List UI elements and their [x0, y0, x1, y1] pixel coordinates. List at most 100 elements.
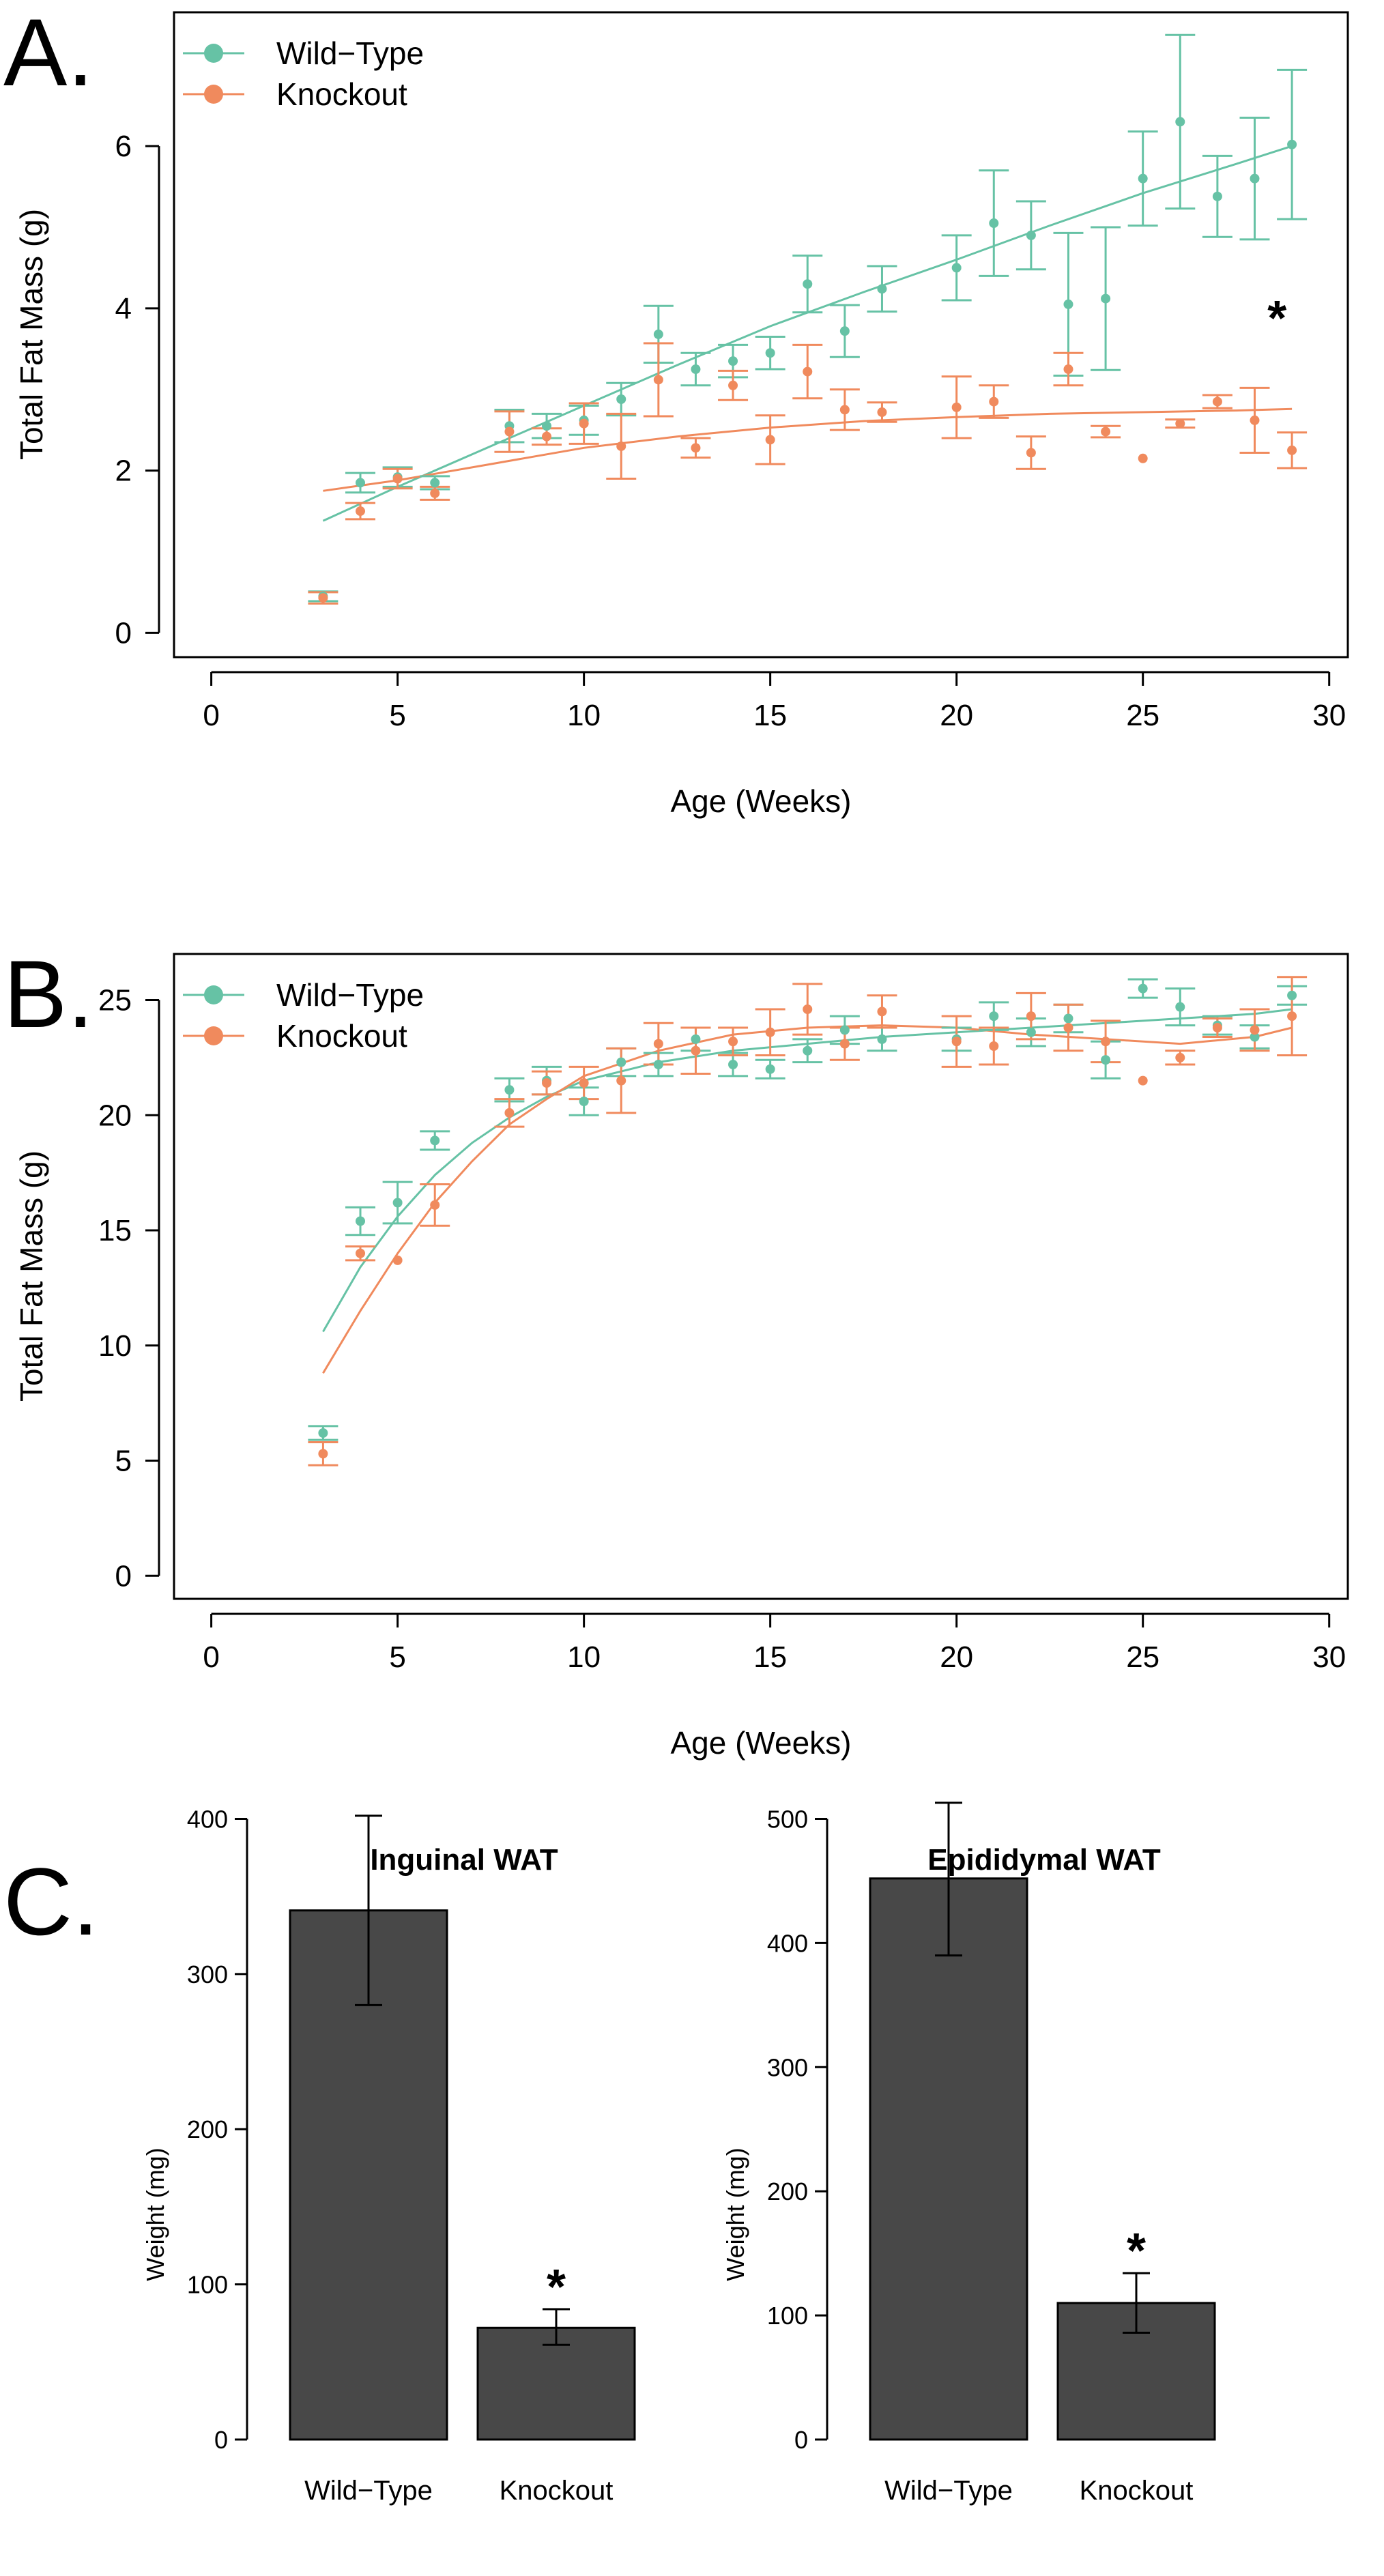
chart-c2-bars: Wild−Type Knockout * [869, 1801, 1216, 2506]
chart-a-point-knockout [504, 426, 515, 437]
chart-b-x-tick-label: 15 [753, 1640, 787, 1674]
chart-a-plot-frame [173, 11, 1349, 659]
chart-c1-y-tick-label: 400 [187, 1805, 228, 1833]
chart-a-point-knockout [430, 488, 440, 498]
chart-a-point-knockout [392, 474, 403, 484]
panel-c-letter: C. [3, 1848, 99, 1955]
chart-b-point-wild-type [1138, 983, 1148, 994]
chart-b-legend: Wild−Type Knockout [183, 977, 424, 1054]
chart-a-point-knockout [1212, 396, 1222, 407]
chart-b-point-wild-type [1250, 1032, 1260, 1042]
chart-b-point-wild-type [1101, 1055, 1111, 1065]
chart-b-point-knockout [392, 1255, 403, 1265]
chart-a-point-wild-type [728, 356, 738, 366]
chart-b-point-wild-type [765, 1064, 775, 1074]
chart-b-legend-marker-wild-type [204, 985, 223, 1004]
chart-b-point-wild-type [1287, 990, 1297, 1000]
chart-b-point-wild-type [728, 1060, 738, 1069]
chart-b-ylabel: Total Fat Mass (g) [14, 1150, 49, 1402]
chart-c1-y-tick-label: 100 [187, 2271, 228, 2299]
chart-c2-y-tick-label: 400 [767, 1929, 808, 1957]
chart-b-point-knockout [1063, 1023, 1073, 1032]
chart-b-legend-label-knockout: Knockout [276, 1018, 407, 1054]
chart-c2-error-bar-wild-type [935, 1801, 962, 1957]
chart-b-point-wild-type [504, 1085, 515, 1095]
chart-b-y-tick-label: 15 [98, 1214, 132, 1247]
chart-b-point-wild-type [989, 1011, 999, 1022]
chart-b-point-knockout [728, 1037, 738, 1047]
chart-b-point-knockout [579, 1078, 589, 1088]
chart-a-point-knockout [542, 431, 552, 442]
chart-a-point-knockout [653, 375, 663, 385]
chart-a-point-knockout [989, 396, 999, 407]
chart-b-point-knockout [504, 1108, 515, 1118]
chart-b-y-tick-label: 10 [98, 1329, 132, 1363]
chart-c2-bar-wild-type [869, 1877, 1028, 2441]
chart-a-point-wild-type [542, 421, 552, 431]
chart-c2-title: Epididymal WAT [927, 1843, 1161, 1877]
chart-b-point-knockout [951, 1037, 962, 1047]
chart-b-point-wild-type [1026, 1027, 1036, 1037]
chart-a-point-wild-type [1063, 299, 1073, 309]
chart-c2-category-label-wild-type: Wild−Type [884, 2476, 1013, 2506]
chart-a-legend-marker-wild-type [204, 44, 223, 63]
chart-b-point-knockout [1101, 1037, 1111, 1047]
chart-b-plot-frame [173, 953, 1349, 1600]
chart-c2-y-tick-label: 500 [767, 1805, 808, 1833]
chart-c1-y-tick-label: 0 [214, 2426, 228, 2454]
chart-a-points [318, 117, 1297, 603]
chart-b-point-wild-type [616, 1057, 626, 1067]
chart-c2-ylabel: Weight (mg) [721, 2147, 749, 2281]
chart-a-point-knockout [1175, 418, 1185, 429]
chart-b-point-knockout [356, 1248, 366, 1258]
chart-a-point-wild-type [1026, 230, 1036, 240]
chart-b-point-knockout [542, 1078, 552, 1088]
chart-a-xlabel: Age (Weeks) [670, 783, 851, 819]
chart-a-point-wild-type [989, 218, 999, 229]
chart-b-y-tick-label: 0 [115, 1559, 132, 1593]
chart-a-point-wild-type [839, 326, 850, 336]
chart-a-point-wild-type [1287, 139, 1297, 149]
chart-c1-significance-star: * [547, 2260, 566, 2315]
chart-a-point-wild-type [1250, 173, 1260, 184]
chart-a-point-knockout [691, 443, 701, 453]
chart-b-point-knockout [989, 1041, 999, 1051]
chart-a-point-knockout [765, 435, 775, 445]
chart-c-inguinal-wat-bars: Inguinal WAT Weight (mg) 0 100 200 300 400 W… [141, 1805, 636, 2506]
chart-b-x-tick-label: 25 [1126, 1640, 1159, 1674]
chart-c2-significance-star: * [1127, 2224, 1146, 2278]
chart-b-xlabel: Age (Weeks) [670, 1725, 851, 1761]
chart-b-x-tick-label: 10 [567, 1640, 601, 1674]
chart-c1-bar-knockout [476, 2326, 636, 2441]
chart-a-y-tick-label: 2 [115, 454, 132, 488]
chart-a-point-wild-type [951, 263, 962, 273]
chart-a-point-wild-type [877, 284, 887, 294]
chart-a-legend: Wild−Type Knockout [183, 35, 424, 112]
chart-a-x-tick-label: 0 [203, 699, 219, 732]
chart-a-point-knockout [1250, 415, 1260, 425]
chart-a-x-tick-label: 30 [1312, 699, 1346, 732]
chart-a-ylabel: Total Fat Mass (g) [14, 209, 49, 460]
chart-b-legend-marker-knockout [204, 1026, 223, 1045]
chart-b-point-knockout [1250, 1025, 1260, 1035]
chart-b-point-wild-type [1175, 1002, 1185, 1012]
chart-a-fat-mass-scatter: 0 5 10 15 20 25 30 0 2 4 6 Age (Weeks) Total Fat M… [14, 11, 1349, 819]
chart-a-legend-label-wild-type: Wild−Type [276, 35, 424, 71]
chart-a-y-tick-label: 6 [115, 130, 132, 163]
chart-b-point-knockout [1287, 1011, 1297, 1022]
chart-a-fit-lines [322, 145, 1293, 522]
chart-c2-category-label-knockout: Knockout [1080, 2476, 1194, 2506]
chart-a-legend-marker-knockout [204, 85, 223, 104]
chart-a-point-knockout [728, 380, 738, 390]
chart-a-point-wild-type [691, 364, 701, 375]
chart-a-y-tick-label: 4 [115, 292, 132, 325]
chart-a-x-tick-label: 20 [940, 699, 973, 732]
chart-a-point-wild-type [356, 478, 366, 488]
chart-a-point-wild-type [1138, 173, 1148, 184]
panel-a-letter: A. [3, 0, 93, 106]
chart-c1-axes: 0 100 200 300 400 [187, 1805, 248, 2454]
chart-b-point-knockout [616, 1075, 626, 1086]
chart-b-point-wild-type [653, 1060, 663, 1069]
chart-b-point-knockout [1026, 1011, 1036, 1022]
chart-a-point-knockout [318, 593, 328, 603]
